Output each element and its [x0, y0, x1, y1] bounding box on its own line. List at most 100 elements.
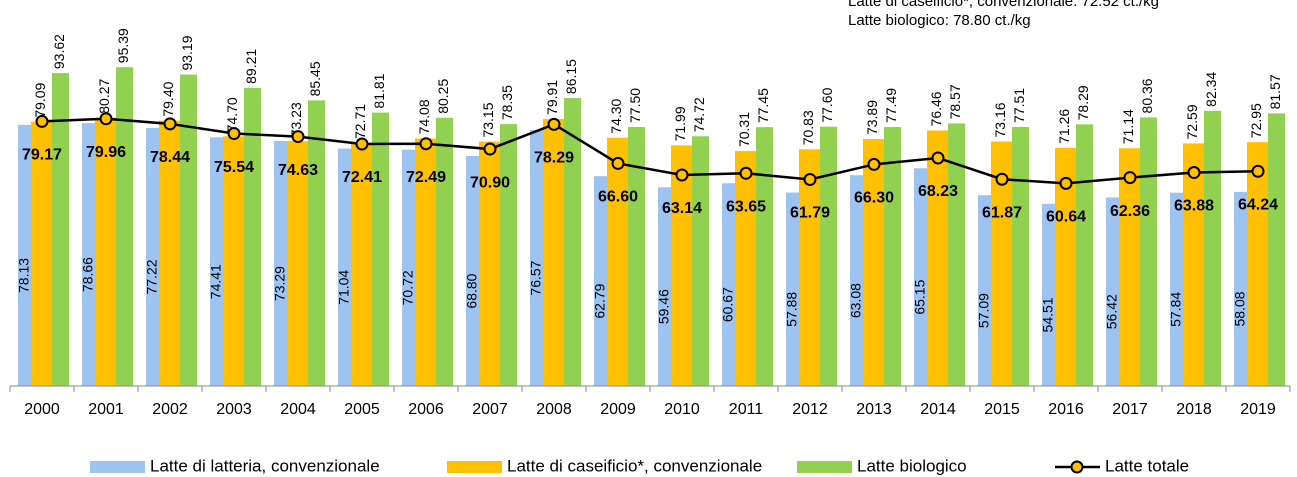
value-label: 77.45: [755, 88, 771, 123]
annotation: Latte biologico: 78.80 ct./kg: [848, 12, 1031, 29]
line-value-label: 72.49: [406, 169, 446, 186]
bar: [95, 117, 116, 387]
line-point: [163, 117, 177, 131]
bar: [479, 141, 500, 386]
bar: [735, 151, 756, 386]
bar: [31, 121, 52, 386]
bar: [607, 137, 628, 386]
line-point: [547, 117, 561, 131]
value-label: 56.42: [1104, 294, 1120, 329]
line-value-label: 66.60: [598, 189, 638, 206]
x-tick-label: 2008: [536, 401, 572, 418]
x-tick-label: 2006: [408, 401, 444, 418]
value-label: 68.80: [464, 273, 480, 308]
value-label: 86.15: [563, 59, 579, 94]
bar: [244, 87, 261, 386]
line-point: [611, 156, 625, 170]
value-label: 80.27: [96, 78, 112, 113]
line-value-label: 78.29: [534, 150, 574, 167]
legend-marker: [1070, 460, 1084, 474]
bar: [692, 136, 709, 386]
value-label: 71.14: [1120, 109, 1136, 144]
value-label: 72.71: [352, 104, 368, 139]
line-point: [99, 112, 113, 126]
bar: [756, 127, 773, 386]
bar: [116, 67, 133, 386]
bar: [436, 117, 453, 387]
bar: [863, 139, 884, 386]
line-point: [291, 130, 305, 144]
line-value-label: 72.41: [342, 169, 382, 186]
bar: [628, 126, 645, 387]
bar: [1183, 143, 1204, 386]
value-label: 93.19: [179, 35, 195, 70]
line-value-label: 70.90: [470, 174, 510, 191]
value-label: 72.59: [1184, 104, 1200, 139]
bar: [287, 141, 308, 386]
line-value-label: 78.44: [150, 149, 190, 166]
value-label: 77.49: [883, 88, 899, 123]
bar: [1012, 126, 1029, 386]
value-label: 77.60: [819, 87, 835, 122]
x-tick-label: 2002: [152, 401, 188, 418]
bar: [1268, 113, 1285, 386]
x-tick-label: 2014: [920, 401, 956, 418]
line-value-label: 74.63: [278, 162, 318, 179]
value-label: 74.08: [416, 99, 432, 134]
bar: [1119, 148, 1140, 386]
line-value-label: 61.79: [790, 205, 830, 222]
bar: [884, 127, 901, 387]
value-label: 58.08: [1232, 291, 1248, 326]
line-value-label: 68.23: [918, 183, 958, 200]
value-label: 74.72: [691, 97, 707, 132]
value-label: 57.88: [784, 292, 800, 327]
bar: [820, 126, 837, 386]
value-label: 54.51: [1040, 297, 1056, 332]
value-label: 71.04: [336, 270, 352, 305]
value-label: 79.09: [32, 82, 48, 117]
value-label: 76.57: [528, 260, 544, 295]
bar: [159, 120, 180, 387]
value-label: 79.91: [544, 80, 560, 115]
legend-swatch: [447, 461, 502, 473]
value-label: 77.22: [144, 259, 160, 294]
value-label: 74.70: [224, 97, 240, 132]
line-point: [1059, 176, 1073, 190]
value-label: 72.95: [1248, 103, 1264, 138]
value-label: 63.08: [848, 283, 864, 318]
bar: [564, 98, 581, 386]
value-label: 65.15: [912, 279, 928, 314]
value-label: 76.46: [928, 91, 944, 126]
value-label: 59.46: [656, 289, 672, 324]
bar: [180, 74, 197, 387]
bar: [543, 118, 564, 387]
value-label: 74.41: [208, 264, 224, 299]
line-point: [227, 127, 241, 141]
x-tick-label: 2004: [280, 401, 316, 418]
legend-swatch: [797, 461, 852, 473]
line-point: [1187, 166, 1201, 180]
line-point: [931, 151, 945, 165]
line-point: [355, 137, 369, 151]
line-point: [739, 166, 753, 180]
line-value-label: 75.54: [214, 159, 254, 176]
bar: [927, 130, 948, 386]
value-label: 80.36: [1139, 78, 1155, 113]
x-tick-label: 2005: [344, 401, 380, 418]
value-label: 70.83: [800, 110, 816, 145]
legend-label: Latte biologico: [857, 456, 967, 475]
x-tick-label: 2012: [792, 401, 828, 418]
line: [41, 117, 1259, 185]
bar: [415, 138, 436, 386]
bar: [991, 141, 1012, 386]
line-value-label: 64.24: [1238, 197, 1278, 214]
value-label: 79.40: [160, 81, 176, 116]
value-label: 78.29: [1075, 85, 1091, 120]
value-label: 73.16: [992, 102, 1008, 137]
line-value-label: 79.17: [22, 147, 62, 164]
value-label: 77.50: [627, 88, 643, 123]
x-tick-label: 2019: [1240, 401, 1276, 418]
value-label: 73.29: [272, 266, 288, 301]
bar: [223, 136, 244, 386]
